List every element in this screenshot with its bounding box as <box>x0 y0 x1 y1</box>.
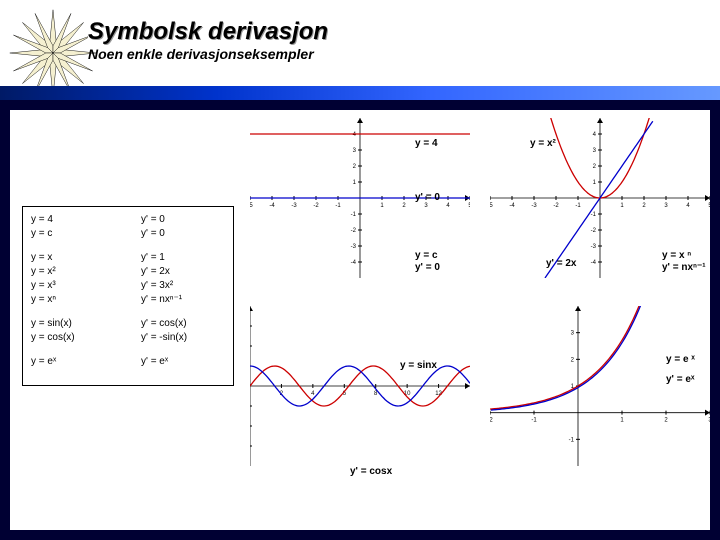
rule-fn: y = 4 <box>31 213 141 227</box>
svg-text:-1: -1 <box>351 212 357 218</box>
chart-exp: -2-1123-1123y = e ˣy' = eˣ <box>490 306 710 466</box>
svg-text:-4: -4 <box>591 260 597 266</box>
rule-fn: y = xⁿ <box>31 293 141 307</box>
svg-text:2: 2 <box>593 164 597 170</box>
chart-label: y = 4 <box>415 138 438 149</box>
svg-text:1: 1 <box>353 180 357 186</box>
svg-text:-4: -4 <box>269 203 275 209</box>
chart-constant: -5-4-3-2-112345-4-3-2-11234y = 4y' = 0y … <box>250 118 470 278</box>
svg-text:-2: -2 <box>313 203 319 209</box>
rule-deriv: y' = cos(x) <box>141 317 187 331</box>
svg-text:-2: -2 <box>553 203 559 209</box>
chart-label: y = x² <box>530 138 556 149</box>
svg-text:2: 2 <box>642 203 646 209</box>
svg-text:-3: -3 <box>531 203 537 209</box>
svg-text:3: 3 <box>424 203 428 209</box>
rule-deriv: y' = 3x² <box>141 279 173 293</box>
svg-text:3: 3 <box>353 148 357 154</box>
chart-trig: 24681012-3-2-1123y = sinxy' = cosx <box>250 306 470 466</box>
rule-deriv: y' = -sin(x) <box>141 331 187 345</box>
slide-subtitle: Noen enkle derivasjonseksempler <box>88 46 720 62</box>
chart-label: y = c <box>415 250 438 261</box>
rule-deriv: y' = 1 <box>141 251 165 265</box>
chart-label: y' = 0 <box>415 262 440 273</box>
svg-text:3: 3 <box>664 203 668 209</box>
derivative-rules-table: y = 4y' = 0y = cy' = 0y = xy' = 1y = x²y… <box>22 206 234 386</box>
chart-label: y' = eˣ <box>666 374 695 385</box>
rule-deriv: y' = eˣ <box>141 355 168 369</box>
svg-text:-2: -2 <box>591 228 597 234</box>
svg-text:-3: -3 <box>351 244 357 250</box>
svg-text:-1: -1 <box>569 437 575 443</box>
content-area: y = 4y' = 0y = cy' = 0y = xy' = 1y = x²y… <box>10 110 710 530</box>
svg-text:-5: -5 <box>490 203 493 209</box>
rule-fn: y = eˣ <box>31 355 141 369</box>
chart-label: y' = nxⁿ⁻¹ <box>662 262 706 273</box>
slide-title: Symbolsk derivasjon <box>88 18 328 45</box>
chart-label: y = x ⁿ <box>662 250 691 261</box>
svg-text:4: 4 <box>593 132 597 138</box>
svg-text:-4: -4 <box>509 203 515 209</box>
svg-text:-3: -3 <box>291 203 297 209</box>
svg-text:-4: -4 <box>351 260 357 266</box>
rule-deriv: y' = 0 <box>141 213 165 227</box>
rule-deriv: y' = 0 <box>141 227 165 241</box>
svg-text:1: 1 <box>380 203 384 209</box>
svg-text:4: 4 <box>686 203 690 209</box>
starburst-icon <box>8 8 98 98</box>
svg-text:-2: -2 <box>490 418 493 424</box>
chart-parabola: -5 -4 -3 -2 -1 1 2 3 4 5 -4 -3 -2 -1 1 2 3 4 y = x² y' = 2x… <box>490 118 710 278</box>
svg-text:1: 1 <box>593 180 597 186</box>
svg-text:4: 4 <box>353 132 357 138</box>
rule-fn: y = x³ <box>31 279 141 293</box>
svg-text:3: 3 <box>571 331 575 337</box>
svg-text:2: 2 <box>353 164 357 170</box>
svg-text:-1: -1 <box>531 418 537 424</box>
svg-text:-1: -1 <box>335 203 341 209</box>
svg-text:2: 2 <box>402 203 406 209</box>
svg-text:-1: -1 <box>575 203 581 209</box>
svg-text:3: 3 <box>708 418 710 424</box>
rule-deriv: y' = 2x <box>141 265 170 279</box>
svg-text:-1: -1 <box>591 212 597 218</box>
svg-text:4: 4 <box>311 391 315 397</box>
svg-text:1: 1 <box>620 418 624 424</box>
chart-label: y' = 0 <box>415 192 440 203</box>
svg-text:2: 2 <box>664 418 668 424</box>
svg-text:-2: -2 <box>351 228 357 234</box>
chart-label: y = e ˣ <box>666 354 695 365</box>
rule-fn: y = x² <box>31 265 141 279</box>
gradient-bar <box>0 86 720 100</box>
svg-text:3: 3 <box>593 148 597 154</box>
chart-label: y' = cosx <box>350 466 392 477</box>
rule-fn: y = cos(x) <box>31 331 141 345</box>
rule-fn: y = sin(x) <box>31 317 141 331</box>
rule-deriv: y' = nxⁿ⁻¹ <box>141 293 182 307</box>
chart-label: y = sinx <box>400 360 437 371</box>
rule-fn: y = x <box>31 251 141 265</box>
svg-text:2: 2 <box>571 357 575 363</box>
chart-label: y' = 2x <box>546 258 576 269</box>
rule-fn: y = c <box>31 227 141 241</box>
svg-text:-5: -5 <box>250 203 253 209</box>
svg-text:-3: -3 <box>591 244 597 250</box>
svg-text:5: 5 <box>468 203 470 209</box>
svg-text:4: 4 <box>446 203 450 209</box>
svg-text:1: 1 <box>620 203 624 209</box>
svg-text:5: 5 <box>708 203 710 209</box>
